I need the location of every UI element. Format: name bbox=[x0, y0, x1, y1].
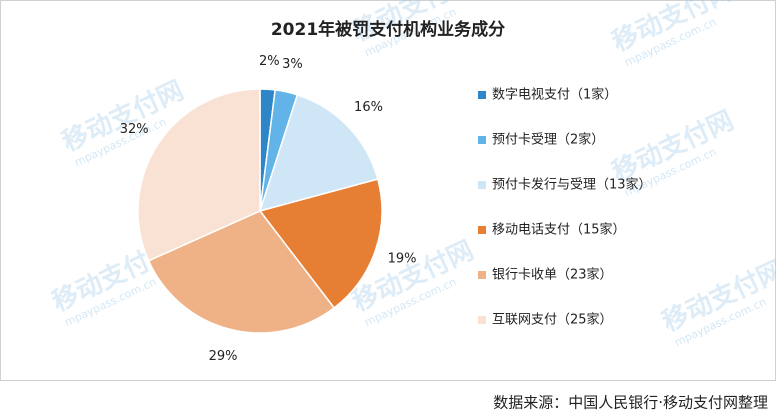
legend-swatch bbox=[478, 316, 486, 324]
legend-label: 数字电视支付（1家） bbox=[492, 87, 617, 103]
legend-label: 预付卡受理（2家） bbox=[492, 132, 604, 148]
legend-label: 互联网支付（25家） bbox=[492, 312, 613, 328]
chart-title: 2021年被罚支付机构业务成分 bbox=[271, 19, 505, 40]
legend-swatch bbox=[478, 91, 486, 99]
data-label: 32% bbox=[120, 122, 149, 137]
pie-slice bbox=[147, 210, 336, 334]
data-label: 29% bbox=[209, 349, 238, 364]
data-label: 3% bbox=[282, 57, 303, 72]
pie-slice bbox=[258, 178, 383, 309]
legend-label: 预付卡发行与受理（13家） bbox=[492, 177, 652, 193]
source-note: 数据来源：中国人民银行·移动支付网整理 bbox=[493, 394, 768, 412]
pie-slice bbox=[258, 93, 379, 213]
legend-label: 银行卡收单（23家） bbox=[492, 267, 613, 283]
data-label: 2% bbox=[259, 54, 280, 69]
chart-frame bbox=[0, 0, 776, 381]
legend-swatch bbox=[478, 271, 486, 279]
legend-swatch bbox=[478, 136, 486, 144]
legend-swatch bbox=[478, 181, 486, 189]
legend-swatch bbox=[478, 226, 486, 234]
legend-label: 移动电话支付（15家） bbox=[492, 222, 626, 238]
pie-slice bbox=[137, 88, 261, 262]
data-label: 16% bbox=[354, 100, 383, 115]
data-label: 19% bbox=[388, 252, 417, 267]
